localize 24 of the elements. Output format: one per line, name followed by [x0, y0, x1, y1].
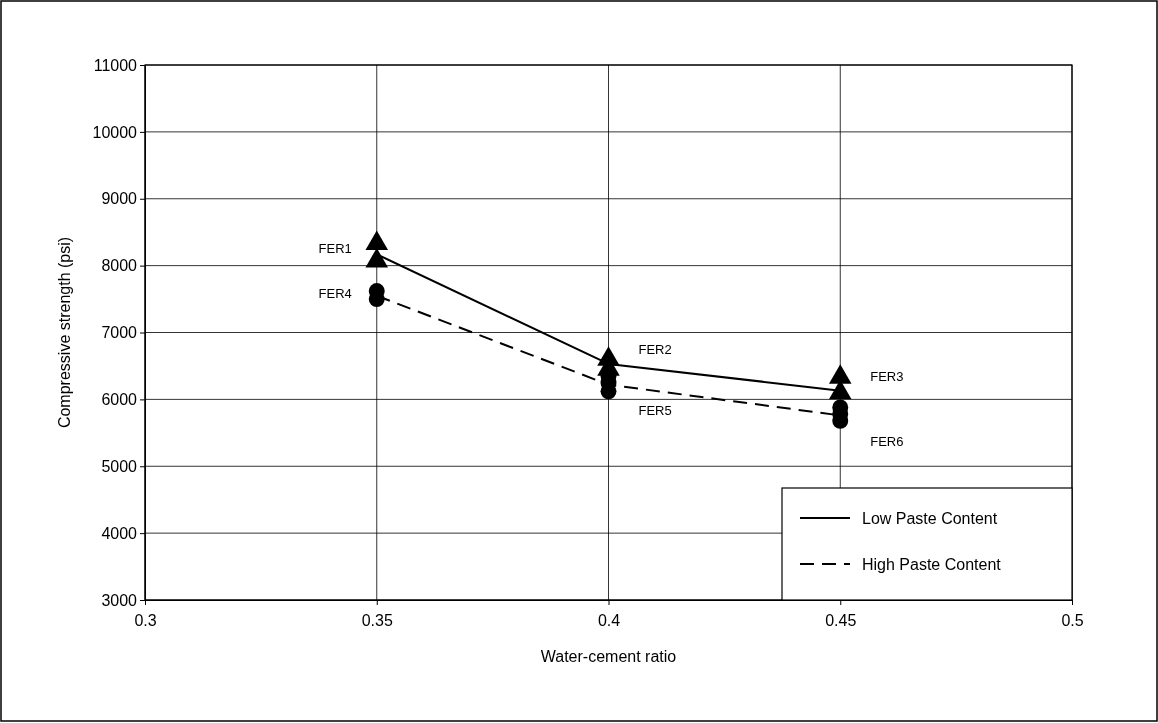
annotation: FER6 — [870, 433, 904, 449]
annotation: FER1 — [318, 240, 352, 256]
x-tick-label: 0.35 — [361, 611, 393, 629]
annotation: FER5 — [638, 403, 672, 419]
legend-label: Low Paste Content — [862, 509, 998, 527]
annotation: FER4 — [318, 286, 352, 302]
legend-label: High Paste Content — [862, 555, 1002, 573]
y-tick-label: 8000 — [101, 257, 138, 275]
x-tick-label: 0.5 — [1061, 611, 1084, 629]
x-tick-label: 0.4 — [597, 611, 621, 629]
y-tick-label: 4000 — [101, 524, 138, 542]
x-axis-title: Water-cement ratio — [540, 648, 677, 665]
y-tick-label: 7000 — [101, 324, 138, 342]
y-tick-label: 10000 — [92, 123, 138, 141]
annotation: FER2 — [638, 342, 672, 358]
y-tick-label: 3000 — [101, 591, 138, 609]
annotation: FER3 — [870, 369, 904, 385]
y-tick-label: 11000 — [93, 56, 138, 74]
y-axis-title: Compressive strength (psi) — [56, 236, 73, 429]
x-tick-label: 0.3 — [134, 611, 157, 629]
y-tick-label: 5000 — [101, 457, 138, 475]
y-tick-label: 9000 — [101, 190, 138, 208]
y-tick-label: 6000 — [101, 390, 138, 408]
x-tick-label: 0.45 — [825, 611, 857, 629]
